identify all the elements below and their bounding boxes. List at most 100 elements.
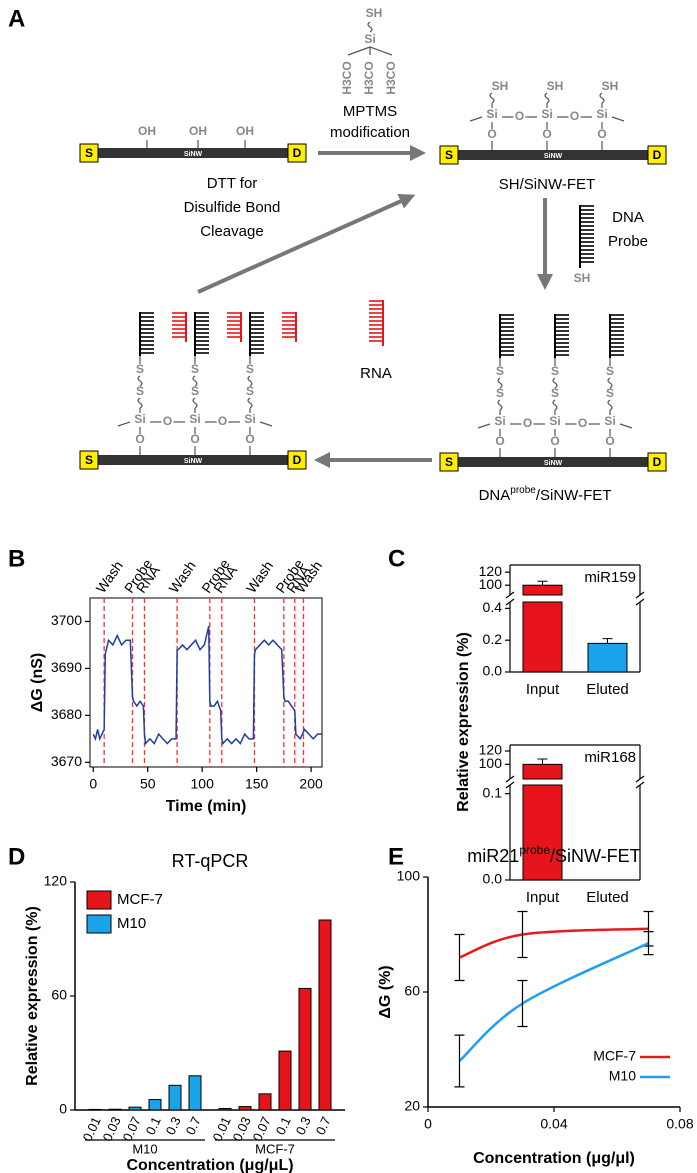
axis-break: [635, 598, 645, 606]
x-tick-label: 0.3: [163, 1114, 184, 1137]
oxygen: O: [523, 416, 532, 430]
sulfur: S: [191, 384, 199, 398]
drain-label: D: [293, 453, 302, 467]
bond: [552, 399, 558, 411]
x-tick-label: 0.07: [250, 1114, 274, 1143]
silicon: Si: [541, 107, 552, 121]
bond: [611, 116, 625, 122]
legend-label: MCF-7: [593, 1048, 636, 1064]
error-bar: [537, 580, 548, 586]
bond: [347, 46, 371, 56]
silicon: Si: [364, 32, 375, 46]
state-label: DNAprobe/SiNW-FET: [479, 485, 612, 504]
sulfur: S: [246, 384, 254, 398]
y-tick-label: 3680: [51, 706, 82, 722]
oxygen: O: [163, 414, 172, 428]
x-tick-label: 150: [245, 776, 269, 792]
x-tick-label: Input: [526, 681, 560, 698]
y-tick-label: 120: [479, 563, 503, 579]
nanowire: [98, 148, 288, 158]
x-axis-label: Concentration (μg/μl): [473, 1150, 635, 1167]
hydroxyl: OH: [189, 124, 207, 138]
drain-label: D: [293, 146, 302, 160]
x-tick-label: 0.7: [313, 1114, 334, 1137]
hydroxyl: OH: [236, 124, 254, 138]
bond: [477, 423, 491, 429]
bond: [367, 21, 373, 33]
bar: [522, 763, 563, 780]
y-tick-label: 120: [479, 742, 503, 758]
oxygen: O: [135, 432, 144, 446]
bond: [247, 397, 253, 409]
drain-pad: [647, 452, 667, 472]
source-label: S: [85, 453, 93, 467]
state-rest: /SiNW-FET: [536, 487, 612, 504]
bond: [137, 397, 143, 409]
y-tick-label: 3670: [51, 753, 82, 769]
silicon: Si: [596, 107, 607, 121]
nanowire: [458, 457, 648, 467]
bond: [192, 375, 198, 387]
y-tick-label: 0.0: [483, 663, 503, 679]
source-pad: [439, 452, 459, 472]
y-axis-label: ΔG (%): [377, 965, 394, 1018]
bond: [117, 421, 131, 427]
chart-title: miR21probe/SiNW-FET: [467, 843, 640, 866]
state-sup: probe: [510, 485, 536, 496]
x-tick-label: Eluted: [586, 889, 629, 906]
x-tick-label: 0: [89, 776, 97, 792]
x-tick-label: 0.03: [100, 1114, 124, 1143]
source-pad: [79, 450, 99, 470]
bond: [489, 92, 495, 104]
source-label: S: [445, 148, 453, 162]
event-label: Wash: [243, 558, 276, 596]
panel-label: E: [388, 843, 404, 870]
x-tick-label: 0.7: [183, 1114, 204, 1137]
y-tick-label: 0.4: [483, 599, 503, 615]
error-bar: [517, 910, 528, 959]
wire-label: SiNW: [544, 153, 563, 160]
silicon: Si: [549, 414, 560, 428]
wire-label: SiNW: [184, 458, 203, 465]
y-tick-label: 3690: [51, 659, 82, 675]
axis-break: [635, 781, 645, 789]
step-label: Cleavage: [200, 223, 263, 240]
x-tick-label: 0: [424, 1116, 432, 1132]
step-label: DTT for: [207, 175, 258, 192]
y-tick-label: 120: [44, 873, 68, 889]
plot-frame: [89, 597, 323, 768]
sulfur: S: [551, 386, 559, 400]
legend-swatch: [86, 890, 112, 910]
bar: [278, 1050, 292, 1111]
silicon: Si: [494, 414, 505, 428]
bar: [128, 1106, 142, 1111]
x-axis-label: Concentration (μg/μL): [126, 1157, 293, 1173]
drain-pad: [647, 145, 667, 165]
series-label: miR159: [584, 569, 636, 586]
oxygen: O: [550, 434, 559, 448]
thiol: SH: [602, 79, 619, 93]
bar: [587, 642, 628, 673]
x-tick-label: 0.07: [120, 1114, 144, 1143]
bond: [497, 399, 503, 411]
step-label: Probe: [608, 233, 648, 250]
silicon: Si: [604, 414, 615, 428]
bar: [188, 1075, 202, 1111]
source-pad: [439, 145, 459, 165]
silicon: Si: [134, 412, 145, 426]
sulfur: S: [551, 364, 559, 378]
x-tick-label: 0.03: [230, 1114, 254, 1143]
x-tick-label: 0.1: [143, 1114, 164, 1137]
oxygen: O: [542, 127, 551, 141]
oxygen: O: [487, 127, 496, 141]
source-label: S: [445, 455, 453, 469]
error-bar: [517, 979, 528, 1028]
drain-label: D: [653, 455, 662, 469]
bond: [259, 421, 273, 427]
error-bar: [454, 933, 465, 982]
thiol: SH: [547, 79, 564, 93]
legend-label: MCF-7: [117, 891, 163, 908]
y-tick-label: 0.0: [483, 871, 503, 887]
x-tick-label: Input: [526, 889, 560, 906]
y-axis-label: ΔG (nS): [29, 653, 46, 713]
